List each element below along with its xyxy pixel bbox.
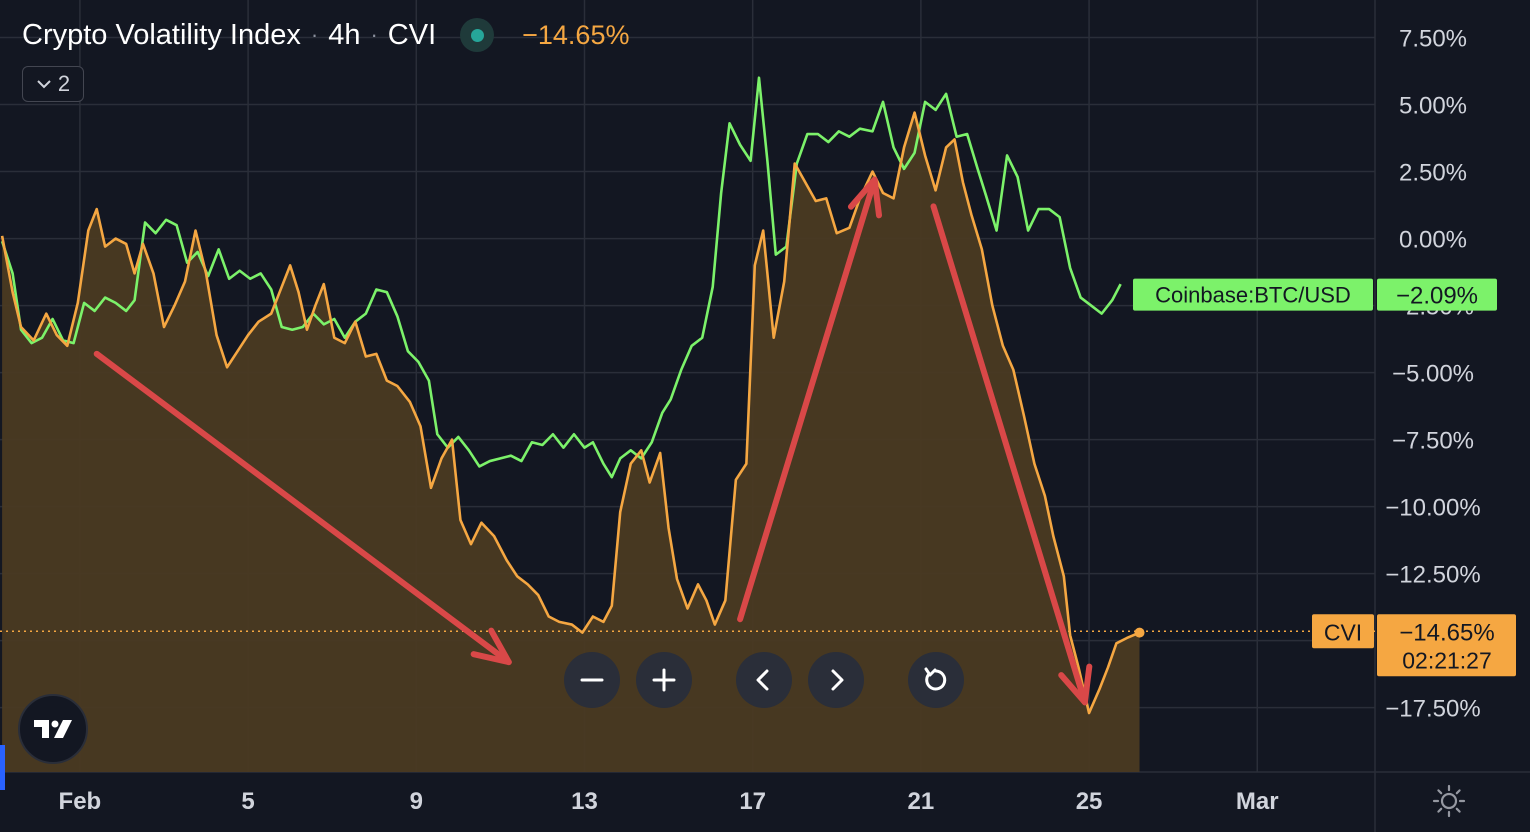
time-tick-label: Mar [1236, 788, 1279, 815]
last-value: −14.65% [522, 19, 630, 50]
price-tick-label: 5.00% [1399, 93, 1467, 120]
chevron-left-icon [756, 669, 769, 691]
arrow-head [470, 627, 512, 666]
reset-icon [924, 667, 947, 691]
time-tick-label: 13 [571, 788, 598, 815]
zoom-out-button[interactable] [564, 652, 620, 708]
cvi-series-line [0, 111, 1141, 715]
legend-count: 2 [57, 71, 71, 96]
plot-series [0, 76, 1375, 773]
price-tick-label: 2.50% [1399, 160, 1467, 187]
arrow-head [1058, 663, 1093, 706]
tradingview-logo-icon [34, 720, 72, 738]
series-tags: Coinbase:BTC/USD −2.09% CVI −14.65%02:21:27 [1133, 278, 1516, 677]
tradingview-logo[interactable] [18, 694, 88, 764]
time-tick-label: 21 [908, 788, 935, 815]
collapse-legend-button[interactable]: 2 [22, 66, 84, 102]
chevron-down-icon [37, 80, 51, 89]
trend-arrow [930, 203, 1093, 706]
scroll-left-button[interactable] [736, 652, 792, 708]
gear-icon[interactable] [1432, 784, 1466, 818]
price-tick-label: −10.00% [1385, 495, 1480, 522]
cvi-last-point [1134, 627, 1145, 638]
cvi-value-label: −14.65% [1399, 619, 1494, 646]
price-tick-label: −12.50% [1385, 562, 1480, 589]
cvi-countdown-label: 02:21:27 [1402, 647, 1492, 673]
arrow-shaft [930, 203, 1088, 706]
interval-label[interactable]: 4h [328, 18, 361, 51]
cvi-name-label: CVI [1324, 619, 1362, 645]
trend-arrow [93, 350, 512, 666]
btc-value-tag [1377, 278, 1497, 311]
arrow-shaft [93, 350, 512, 666]
chevron-right-icon [831, 669, 844, 691]
market-status-icon[interactable] [460, 18, 495, 52]
time-axis[interactable]: Feb 5 9 13 17 21 25 Mar [59, 788, 1279, 815]
trend-arrows [93, 176, 1093, 706]
price-tick-label: −5.00% [1392, 361, 1474, 388]
price-tick-label: 0.00% [1399, 227, 1467, 254]
scroll-right-button[interactable] [808, 652, 864, 708]
cvi-value-tag [1377, 614, 1516, 677]
arrow-shaft [737, 176, 878, 623]
time-tick-label: 5 [241, 788, 254, 815]
time-tick-label: 25 [1076, 788, 1103, 815]
btc-name-label: Coinbase:BTC/USD [1155, 283, 1351, 308]
price-tick-label: 7.50% [1399, 26, 1467, 53]
time-tick-label: Feb [59, 788, 102, 815]
symbol-label[interactable]: CVI [387, 18, 437, 51]
plus-icon [652, 668, 676, 692]
separator: · [370, 22, 378, 47]
btc-name-tag [1133, 278, 1373, 311]
reset-chart-button[interactable] [908, 652, 964, 708]
legend-header: Crypto Volatility Index · 4h · CVI −14.6… [22, 18, 629, 52]
btc-value-label: −2.09% [1396, 283, 1478, 310]
price-tick-label: −7.50% [1392, 428, 1474, 455]
minus-icon [580, 678, 604, 682]
arrow-head [847, 176, 883, 219]
cvi-name-tag [1312, 614, 1374, 649]
scroll-indicator [0, 745, 5, 790]
trend-arrow [737, 176, 883, 623]
time-tick-label: 17 [739, 788, 766, 815]
zoom-in-button[interactable] [636, 652, 692, 708]
separator: · [310, 22, 319, 47]
indicator-title[interactable]: Crypto Volatility Index [22, 18, 301, 51]
price-axis[interactable]: 7.50%5.00%2.50%0.00%−2.50%−5.00%−7.50%−1… [1385, 26, 1480, 723]
time-tick-label: 9 [410, 788, 423, 815]
price-tick-label: −17.50% [1385, 696, 1480, 723]
